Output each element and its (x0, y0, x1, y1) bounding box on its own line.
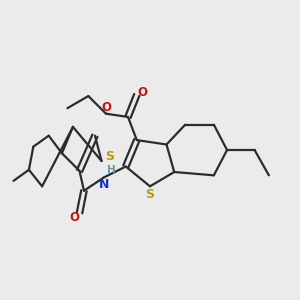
Text: O: O (69, 211, 79, 224)
Text: O: O (137, 86, 147, 99)
Text: N: N (99, 178, 109, 190)
Text: O: O (101, 100, 111, 114)
Text: S: S (146, 188, 154, 200)
Text: S: S (105, 150, 114, 163)
Text: H: H (107, 165, 116, 175)
